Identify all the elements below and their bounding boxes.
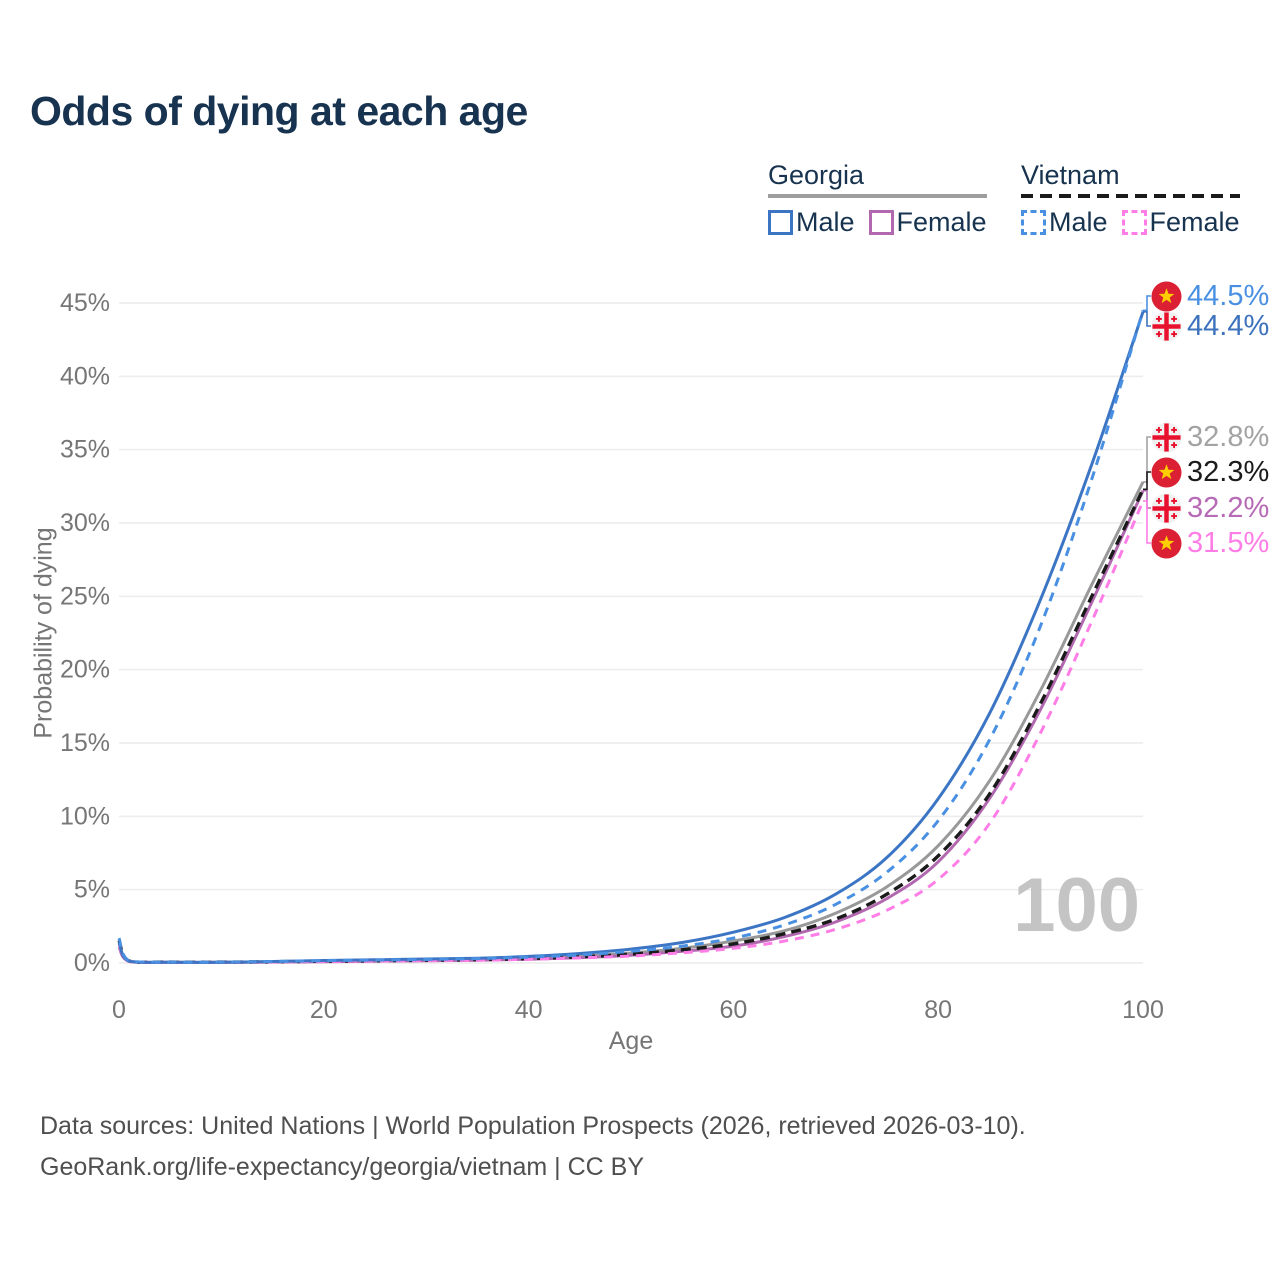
end-label-value: 44.4% bbox=[1187, 309, 1270, 342]
svg-text:35%: 35% bbox=[60, 436, 110, 464]
end-label-value: 44.5% bbox=[1187, 279, 1270, 312]
end-label-vietnam-male: 44.5% bbox=[1151, 280, 1269, 312]
legend-item-label: Male bbox=[1049, 207, 1108, 237]
footer: Data sources: United Nations | World Pop… bbox=[40, 1106, 1026, 1187]
svg-text:25%: 25% bbox=[60, 582, 110, 610]
georgia-flag-icon bbox=[1151, 492, 1182, 524]
end-label-vietnam-female: 31.5% bbox=[1151, 527, 1269, 559]
x-axis-title: Age bbox=[608, 1027, 654, 1055]
legend-item-georgia-female[interactable]: Female bbox=[868, 207, 987, 238]
legend-header-georgia: Georgia bbox=[768, 160, 865, 190]
gridlines bbox=[119, 302, 1143, 964]
svg-text:40%: 40% bbox=[60, 362, 110, 390]
y-axis-ticks: 0% 5% 10% 15% 20% 25% 30% 35% 40% 45% bbox=[60, 289, 110, 977]
svg-text:10%: 10% bbox=[60, 802, 110, 830]
svg-text:40: 40 bbox=[515, 996, 543, 1024]
footer-sources: Data sources: United Nations | World Pop… bbox=[40, 1112, 1026, 1140]
checkbox-icon[interactable] bbox=[1121, 210, 1147, 235]
line-vietnam-both bbox=[117, 488, 1145, 964]
end-label-value: 32.8% bbox=[1187, 420, 1270, 453]
svg-text:30%: 30% bbox=[60, 509, 110, 537]
legend-items-georgia: Male Female bbox=[768, 207, 987, 238]
legend-group-vietnam: Vietnam Male Female bbox=[1021, 160, 1240, 238]
checkbox-icon[interactable] bbox=[868, 210, 894, 235]
svg-text:15%: 15% bbox=[60, 729, 110, 757]
legend-item-label: Female bbox=[1149, 207, 1240, 237]
georgia-line-style-swatch bbox=[768, 194, 987, 198]
svg-text:0: 0 bbox=[112, 996, 126, 1024]
svg-text:20%: 20% bbox=[60, 656, 110, 684]
legend-item-vietnam-female[interactable]: Female bbox=[1121, 207, 1240, 238]
label-connectors bbox=[1143, 295, 1151, 544]
end-label-value: 32.3% bbox=[1187, 455, 1270, 488]
legend-item-label: Female bbox=[896, 207, 987, 237]
end-label-vietnam-both: 32.3% bbox=[1151, 456, 1269, 488]
legend-header-vietnam: Vietnam bbox=[1021, 160, 1120, 190]
svg-text:60: 60 bbox=[719, 996, 747, 1024]
svg-text:5%: 5% bbox=[74, 876, 110, 904]
vietnam-line-style-swatch bbox=[1021, 194, 1240, 198]
legend-item-vietnam-male[interactable]: Male bbox=[1021, 207, 1108, 238]
svg-text:100: 100 bbox=[1122, 996, 1164, 1024]
line-georgia-male bbox=[117, 311, 1145, 964]
y-axis-title: Probability of dying bbox=[29, 527, 58, 739]
footer-attribution: GeoRank.org/life-expectancy/georgia/viet… bbox=[40, 1152, 645, 1181]
georgia-flag-icon bbox=[1151, 310, 1182, 342]
vietnam-flag-icon bbox=[1151, 280, 1182, 312]
svg-text:0%: 0% bbox=[74, 949, 110, 977]
line-vietnam-female bbox=[117, 500, 1145, 964]
legend-group-georgia: Georgia Male Female bbox=[768, 160, 987, 238]
georgia-flag-icon bbox=[1151, 421, 1182, 453]
age-watermark: 100 bbox=[1013, 863, 1140, 948]
svg-text:20: 20 bbox=[310, 996, 338, 1024]
legend-items-vietnam: Male Female bbox=[1021, 207, 1240, 238]
end-label-georgia-both: 32.8% bbox=[1151, 421, 1269, 453]
end-label-georgia-male: 44.4% bbox=[1151, 310, 1269, 342]
page-title: Odds of dying at each age bbox=[30, 88, 528, 134]
end-label-value: 32.2% bbox=[1187, 491, 1270, 524]
checkbox-icon[interactable] bbox=[768, 210, 793, 235]
series-lines bbox=[117, 309, 1145, 965]
vietnam-flag-icon bbox=[1151, 527, 1182, 559]
vietnam-flag-icon bbox=[1151, 456, 1182, 488]
svg-text:45%: 45% bbox=[60, 289, 110, 317]
svg-text:80: 80 bbox=[924, 996, 952, 1024]
end-label-georgia-female: 32.2% bbox=[1151, 492, 1269, 524]
line-vietnam-male bbox=[117, 309, 1145, 964]
line-georgia-female bbox=[117, 490, 1145, 965]
legend-item-georgia-male[interactable]: Male bbox=[768, 207, 855, 238]
end-label-value: 31.5% bbox=[1187, 526, 1270, 559]
legend-item-label: Male bbox=[796, 207, 855, 237]
checkbox-icon[interactable] bbox=[1021, 210, 1046, 235]
x-axis-ticks: 0 20 40 60 80 100 bbox=[112, 996, 1164, 1024]
